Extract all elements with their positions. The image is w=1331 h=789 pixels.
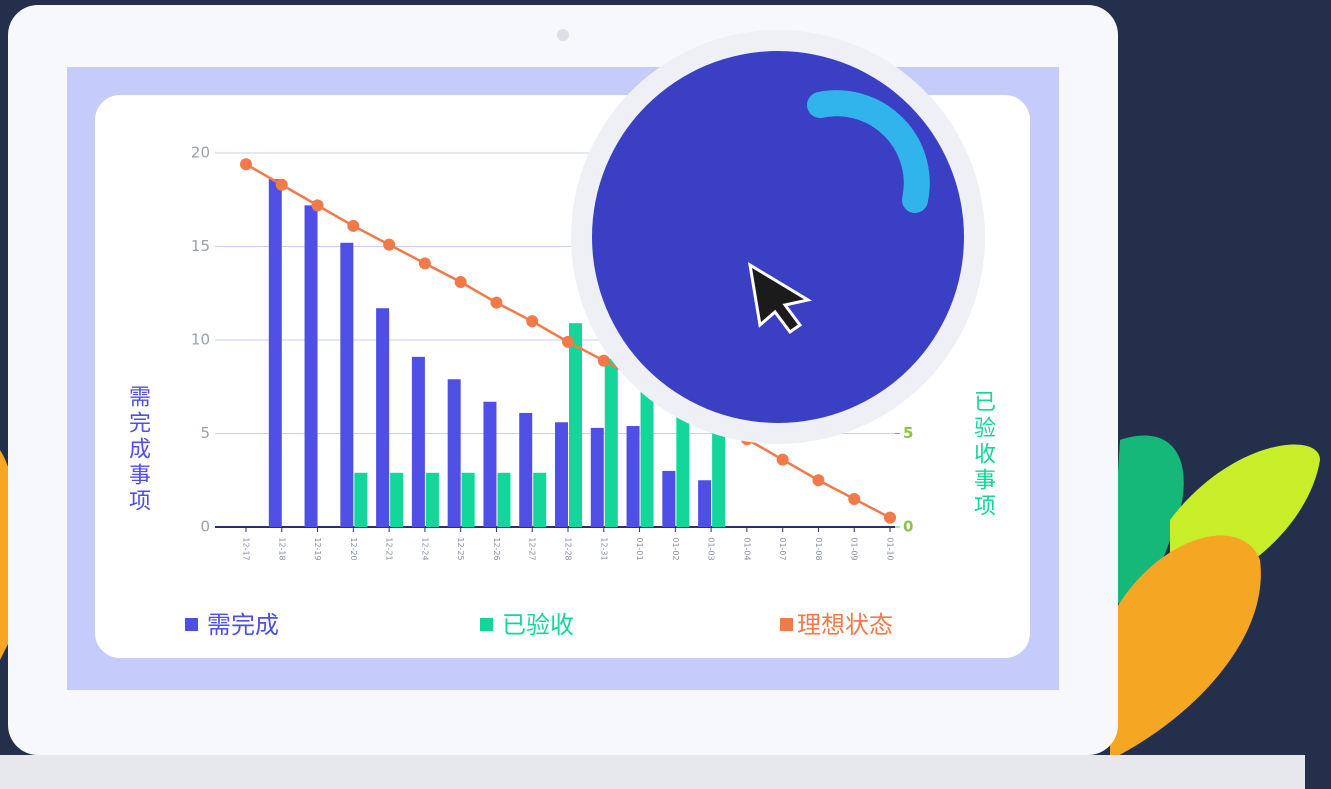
x-tick-label: 12-17 [242, 537, 251, 560]
line-point [311, 199, 324, 212]
line-point [848, 492, 861, 505]
y2-tick-label: 5 [903, 424, 913, 442]
bar [533, 472, 547, 527]
x-tick-label: 12-28 [564, 537, 573, 560]
plot: 0 5 10 15 20 0 5 12-17 12-18 12-19 12-20 12-21 12-24… [191, 144, 914, 561]
x-tick-label: 12-20 [349, 537, 358, 560]
bar [376, 308, 390, 527]
bar [411, 356, 425, 527]
x-tick-label: 01-04 [742, 537, 751, 560]
bar [590, 427, 604, 527]
bar [425, 472, 439, 527]
legend-swatch [185, 618, 198, 631]
x-tick-label: 01-07 [778, 537, 787, 560]
legend-label: 需完成 [207, 611, 279, 639]
line-point [812, 474, 825, 487]
bar [390, 472, 404, 527]
magnifier [571, 30, 985, 444]
line-point [275, 178, 288, 191]
bar [712, 433, 726, 527]
x-tick-label: 12-27 [528, 537, 537, 560]
bar [354, 472, 368, 527]
magnifier-lens [592, 51, 964, 423]
line-point [562, 335, 574, 348]
legend-swatch [480, 618, 493, 631]
lens-glare [807, 90, 930, 213]
x-tick-label: 12-31 [599, 537, 608, 560]
bar [640, 377, 654, 527]
x-tick-label: 12-26 [492, 537, 501, 560]
line-point [597, 354, 610, 367]
line-point [526, 315, 539, 328]
laptop-base [0, 755, 1305, 789]
x-tick-label: 12-25 [456, 537, 465, 560]
line-point [454, 276, 467, 289]
bar [555, 422, 568, 527]
legend-label: 已验收 [502, 611, 574, 639]
y-tick-label: 0 [200, 518, 210, 536]
cursor [747, 262, 813, 335]
x-tick-label: 01-02 [671, 537, 680, 560]
bar [604, 358, 618, 527]
line-point [884, 511, 896, 524]
bar [340, 242, 354, 527]
y-tick-label: 20 [191, 144, 210, 162]
bar [698, 480, 712, 527]
x-tick-label: 12-18 [277, 537, 286, 560]
x-tick-label: 01-09 [850, 537, 859, 560]
y2-tick-label: 0 [903, 518, 913, 536]
bar [483, 401, 497, 527]
bar [662, 470, 676, 527]
line-point [347, 219, 360, 232]
y-tick-label: 10 [191, 331, 210, 349]
bar [519, 412, 533, 527]
line-point [490, 296, 503, 309]
bar [676, 405, 690, 527]
y-tick-label: 5 [200, 424, 210, 442]
line-point [776, 453, 789, 466]
y-tick-label: 15 [191, 237, 210, 255]
x-tick-label: 01-10 [886, 537, 895, 560]
line-point [383, 238, 396, 251]
leaf [1110, 535, 1261, 760]
x-tick-label: 01-08 [814, 537, 823, 560]
legend: 需完成 已验收 理想状态 [185, 611, 893, 639]
x-tick-label: 01-01 [635, 537, 644, 560]
bar [304, 205, 318, 528]
leaf [1110, 435, 1184, 604]
bar [569, 323, 582, 527]
x-tick-label: 12-19 [313, 537, 322, 560]
x-tick-label: 12-24 [420, 537, 429, 560]
line-point [240, 158, 252, 171]
x-tick-label: 12-21 [385, 537, 394, 560]
bar [626, 426, 640, 527]
bar [497, 472, 511, 527]
y-axis-label: 需完成事项 [125, 385, 151, 515]
legend-swatch [780, 618, 793, 631]
bar [447, 379, 461, 527]
line-point [418, 257, 431, 270]
bar [461, 472, 475, 527]
x-tick-label: 01-03 [707, 537, 716, 560]
bar [268, 179, 282, 527]
y2-axis-label: 已验收事项 [970, 390, 996, 520]
legend-label: 理想状态 [797, 611, 893, 639]
camera [557, 29, 569, 41]
